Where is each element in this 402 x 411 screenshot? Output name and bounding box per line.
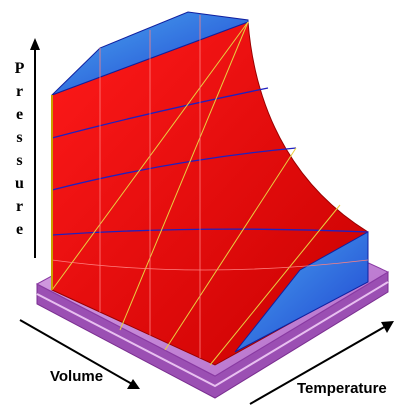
volume-label: Volume — [50, 368, 103, 385]
temperature-label: Temperature — [297, 380, 387, 397]
pressure-label: Pressure — [10, 60, 28, 244]
pvt-diagram: Pressure Volume Temperature — [0, 0, 402, 411]
diagram-drawing — [0, 0, 402, 411]
